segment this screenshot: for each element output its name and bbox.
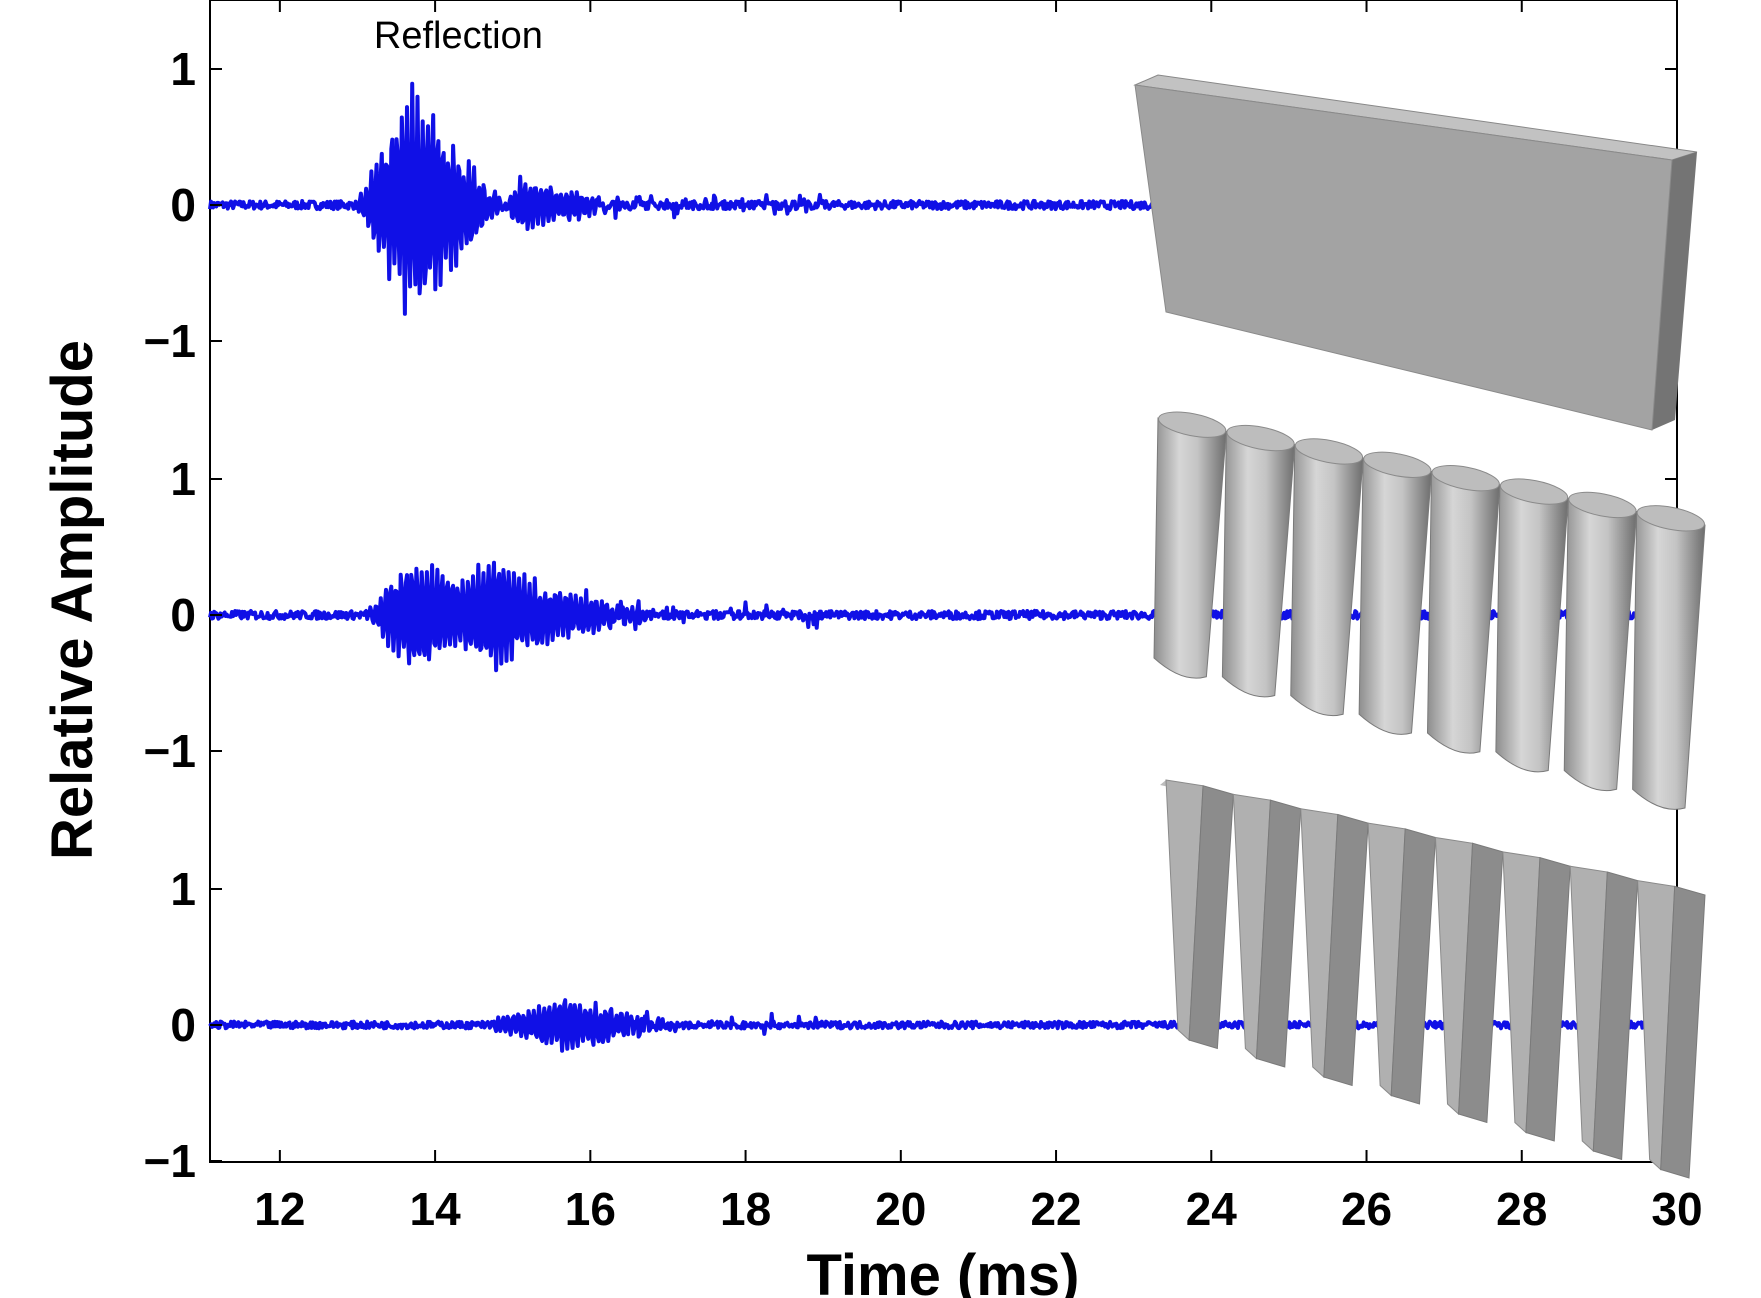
- x-tick-label: 28: [1496, 1183, 1547, 1235]
- y-tick-label: 1: [170, 43, 196, 95]
- cylinder: [1632, 505, 1706, 810]
- sawtooth-fin: [1300, 808, 1369, 1087]
- y-tick-label: −1: [144, 725, 196, 777]
- sawtooth-fin: [1367, 822, 1437, 1105]
- x-tick-label: 22: [1030, 1183, 1081, 1235]
- cylinder: [1153, 411, 1227, 679]
- sawtooth-fin: [1637, 880, 1706, 1179]
- sawtooth-fin: [1165, 779, 1234, 1050]
- x-tick-label: 14: [410, 1183, 462, 1235]
- cylinder: [1358, 451, 1433, 735]
- cylinder: [1563, 491, 1638, 792]
- sawtooth-fin: [1434, 836, 1504, 1124]
- sawtooth-fin: [1502, 851, 1571, 1142]
- y-tick-label: 0: [170, 179, 196, 231]
- sawtooth-array-icon: [1160, 779, 1706, 1179]
- cylinder-array-icon: [1153, 411, 1706, 810]
- y-tick-label: −1: [144, 1135, 196, 1187]
- x-tick-label: 16: [565, 1183, 616, 1235]
- x-tick-label: 24: [1186, 1183, 1238, 1235]
- y-tick-label: −1: [144, 315, 196, 367]
- x-tick-label: 18: [720, 1183, 771, 1235]
- y-axis-title: Relative Amplitude: [40, 340, 105, 860]
- cylinder: [1495, 478, 1569, 773]
- y-tick-label: 1: [170, 453, 196, 505]
- y-tick-label: 0: [170, 999, 196, 1051]
- x-tick-label: 20: [875, 1183, 926, 1235]
- y-tick-label: 1: [170, 863, 196, 915]
- cylinder: [1426, 465, 1501, 754]
- x-tick-label: 30: [1651, 1183, 1702, 1235]
- reflection-annotation: Reflection: [374, 15, 543, 57]
- x-tick-label: 12: [254, 1183, 305, 1235]
- trace-line-3: [208, 998, 1679, 1053]
- x-axis-title: Time (ms): [807, 1243, 1080, 1298]
- flat-slab-icon: [1133, 74, 1698, 431]
- sawtooth-fin: [1569, 865, 1639, 1161]
- cylinder: [1290, 438, 1364, 717]
- y-tick-label: 0: [170, 589, 196, 641]
- cylinder: [1221, 424, 1296, 698]
- x-tick-label: 26: [1341, 1183, 1392, 1235]
- sawtooth-fin: [1232, 793, 1302, 1068]
